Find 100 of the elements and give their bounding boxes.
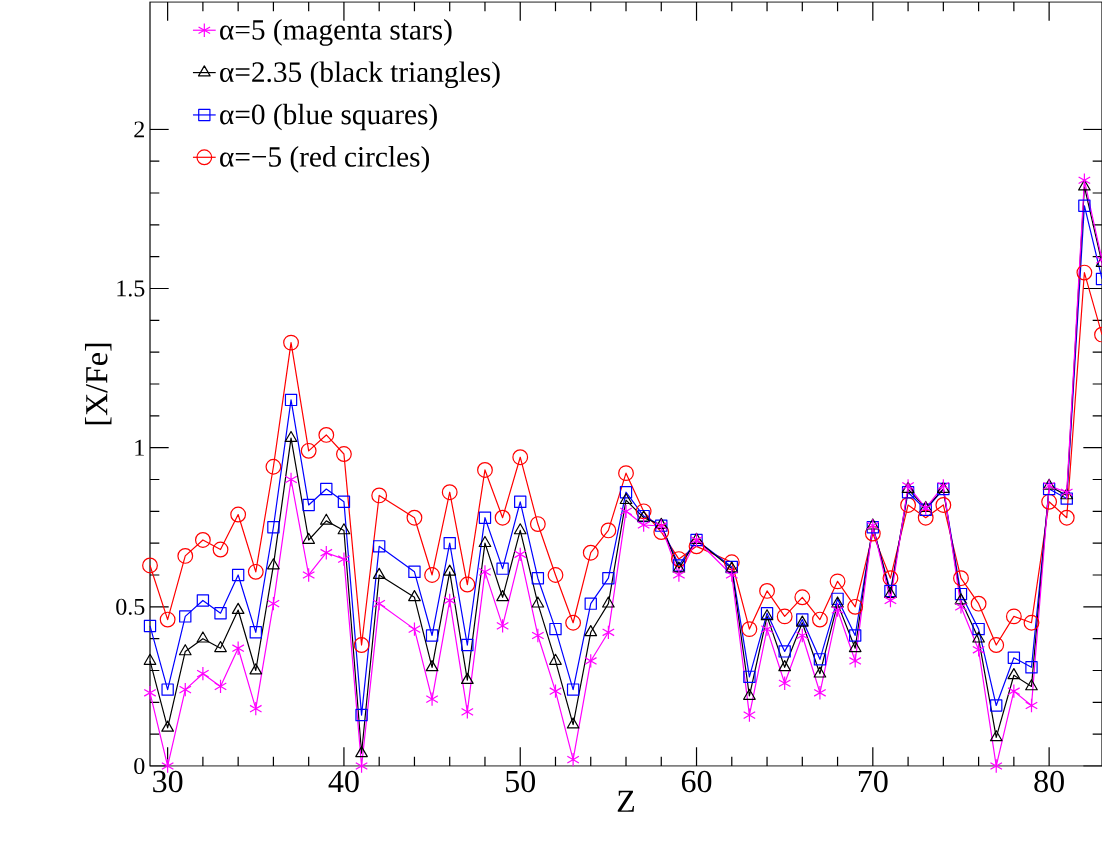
y-tick-label: 1	[135, 439, 144, 456]
point	[829, 573, 846, 590]
point	[759, 582, 775, 599]
point	[460, 704, 474, 720]
point	[884, 593, 897, 608]
point	[635, 503, 652, 520]
point	[372, 540, 386, 553]
point	[549, 653, 562, 665]
point	[477, 462, 493, 478]
point	[723, 554, 740, 571]
point	[670, 551, 687, 568]
point	[849, 629, 862, 642]
point	[1058, 509, 1075, 526]
point	[566, 717, 580, 729]
point	[300, 442, 317, 459]
point	[531, 596, 545, 608]
point	[478, 511, 492, 524]
point	[547, 567, 564, 583]
point	[143, 685, 157, 701]
point	[776, 608, 793, 625]
point	[970, 595, 987, 612]
point	[177, 547, 194, 564]
point	[619, 504, 633, 519]
point	[267, 558, 280, 570]
point	[795, 628, 809, 643]
point	[214, 607, 227, 620]
point	[990, 699, 1003, 712]
point	[760, 621, 774, 637]
point	[318, 427, 335, 443]
point	[653, 524, 670, 540]
point	[214, 679, 227, 694]
point	[1025, 679, 1038, 691]
point	[459, 576, 476, 593]
point	[161, 683, 174, 696]
point	[618, 465, 634, 482]
point	[461, 638, 474, 652]
point	[637, 517, 651, 533]
point	[972, 622, 985, 636]
point	[371, 487, 388, 504]
point	[355, 746, 368, 758]
point	[988, 637, 1005, 653]
point	[143, 619, 157, 633]
point	[178, 644, 192, 656]
legend-label: α=0 (blue squares)	[220, 103, 437, 131]
point	[672, 567, 686, 583]
legend-label: α=5 (magenta stars)	[220, 19, 452, 46]
point	[1025, 661, 1038, 674]
point	[831, 602, 844, 618]
x-tick-label: 30	[153, 770, 183, 793]
point	[425, 629, 439, 642]
point	[478, 535, 492, 548]
point	[319, 545, 333, 560]
y-tick-label: 0	[134, 757, 145, 775]
point	[353, 637, 370, 653]
point	[813, 685, 827, 701]
point	[1060, 484, 1074, 500]
point	[441, 484, 458, 501]
point	[1042, 478, 1056, 494]
point	[813, 653, 827, 666]
point	[602, 596, 615, 608]
point	[302, 498, 315, 512]
point	[1042, 478, 1056, 490]
point	[337, 523, 351, 535]
point	[142, 557, 158, 574]
point	[935, 497, 952, 513]
point	[529, 516, 546, 532]
point	[743, 670, 756, 684]
point	[513, 547, 527, 562]
point	[847, 598, 864, 615]
point	[619, 486, 633, 499]
point	[989, 730, 1003, 742]
point	[582, 544, 599, 561]
point	[284, 472, 298, 487]
point	[496, 618, 509, 634]
legend-label: α=2.35 (black triangles)	[220, 61, 500, 89]
point	[425, 660, 439, 672]
x-axis-title: Z	[617, 790, 635, 812]
point	[549, 683, 562, 699]
point	[1078, 173, 1091, 188]
point	[372, 567, 386, 579]
point	[1023, 614, 1040, 631]
point	[584, 597, 597, 610]
point	[478, 564, 492, 580]
point	[337, 551, 351, 567]
point	[831, 592, 844, 606]
x-tick-label: 60	[681, 770, 712, 793]
point	[531, 628, 545, 643]
point	[247, 563, 264, 580]
point	[249, 701, 263, 716]
point	[512, 449, 529, 466]
point	[143, 653, 157, 665]
point	[602, 625, 615, 640]
point	[1078, 199, 1091, 212]
point	[443, 593, 457, 608]
point	[230, 506, 247, 523]
point	[602, 571, 615, 585]
y-axis-title: [X/Fe]	[84, 343, 112, 425]
point	[901, 486, 915, 499]
point	[265, 458, 282, 475]
point	[725, 567, 739, 583]
